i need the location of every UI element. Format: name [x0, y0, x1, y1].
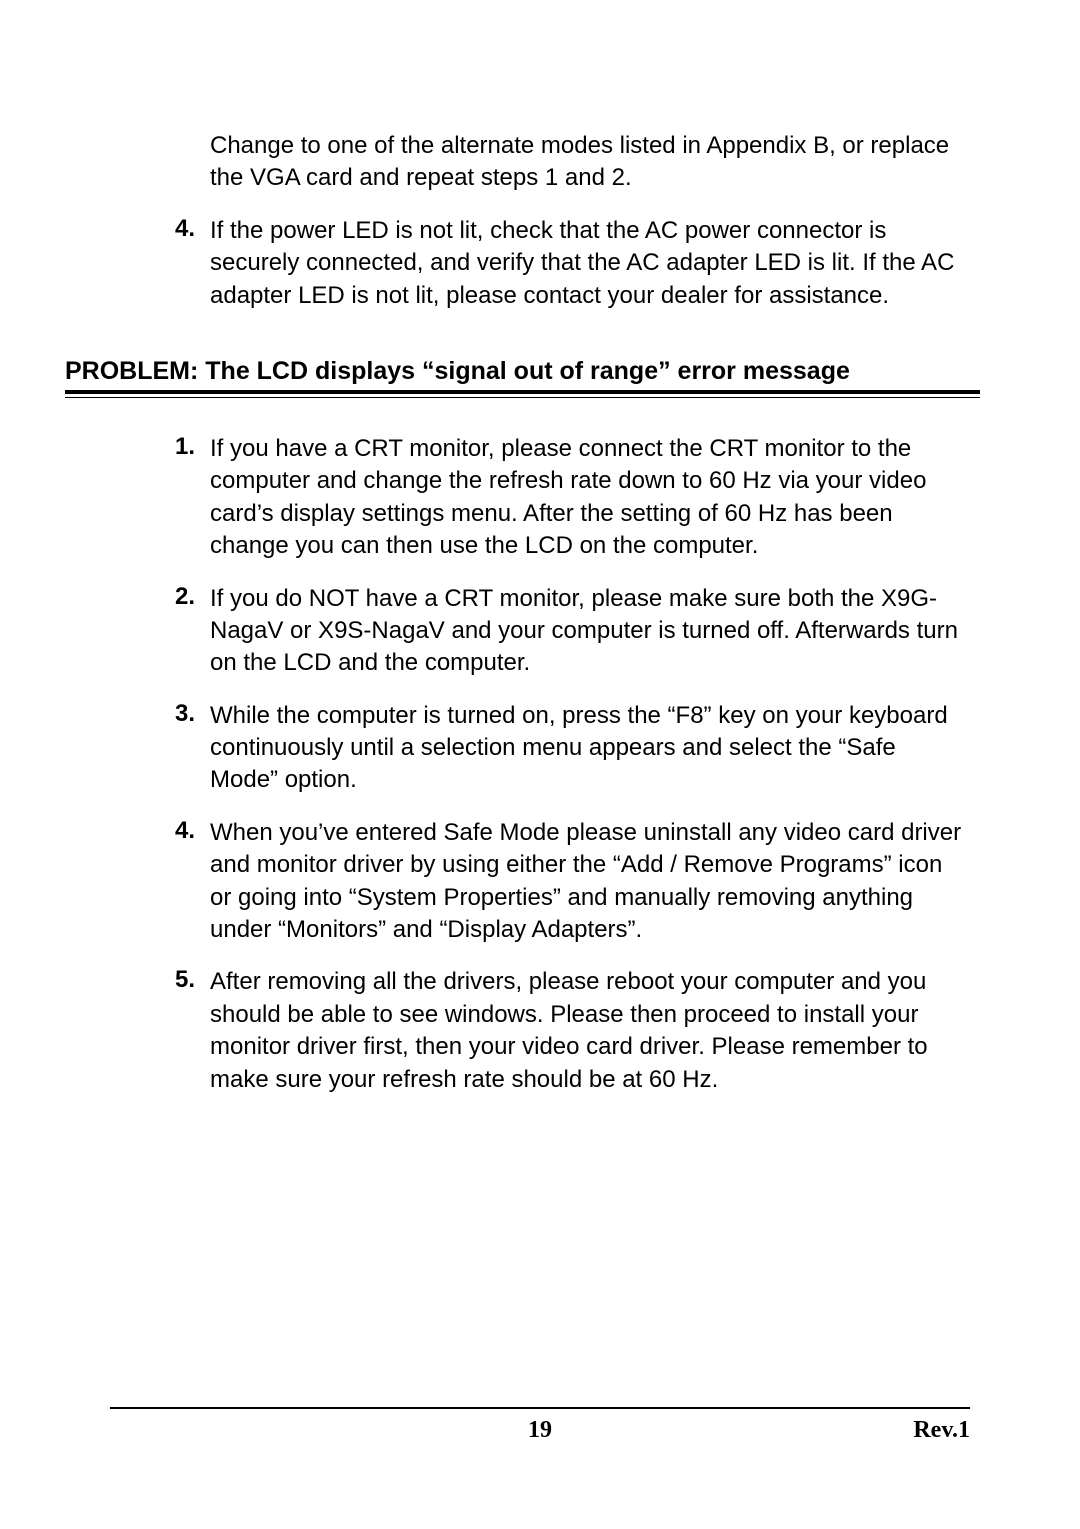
item-number: 5.: [160, 966, 210, 1096]
list-item: 4. When you’ve entered Safe Mode please …: [110, 817, 970, 947]
continuation-paragraph: Change to one of the alternate modes lis…: [210, 130, 970, 195]
item-text: If you do NOT have a CRT monitor, please…: [210, 583, 970, 680]
footer-rule: [110, 1407, 970, 1409]
item-number: 4.: [160, 215, 210, 312]
list-item: 3. While the computer is turned on, pres…: [110, 700, 970, 797]
item-text: When you’ve entered Safe Mode please uni…: [210, 817, 970, 947]
page-number: 19: [528, 1417, 552, 1444]
footer-revision: Rev.1: [913, 1417, 970, 1444]
item-text: While the computer is turned on, press t…: [210, 700, 970, 797]
list-item: 1. If you have a CRT monitor, please con…: [110, 433, 970, 563]
problem-heading: PROBLEM: The LCD displays “signal out of…: [65, 357, 970, 386]
item-number: 4.: [160, 817, 210, 947]
item-text: After removing all the drivers, please r…: [210, 966, 970, 1096]
item-number: 2.: [160, 583, 210, 680]
item-number: 3.: [160, 700, 210, 797]
list-item: 2. If you do NOT have a CRT monitor, ple…: [110, 583, 970, 680]
list-item: 4. If the power LED is not lit, check th…: [110, 215, 970, 312]
item-text: If you have a CRT monitor, please connec…: [210, 433, 970, 563]
item-number: 1.: [160, 433, 210, 563]
page-footer: 19 Rev.1: [110, 1407, 970, 1444]
heading-rule: [65, 390, 980, 398]
list-item: 5. After removing all the drivers, pleas…: [110, 966, 970, 1096]
footer-row: 19 Rev.1: [110, 1417, 970, 1444]
page-content: Change to one of the alternate modes lis…: [0, 0, 1080, 1096]
item-text: If the power LED is not lit, check that …: [210, 215, 970, 312]
